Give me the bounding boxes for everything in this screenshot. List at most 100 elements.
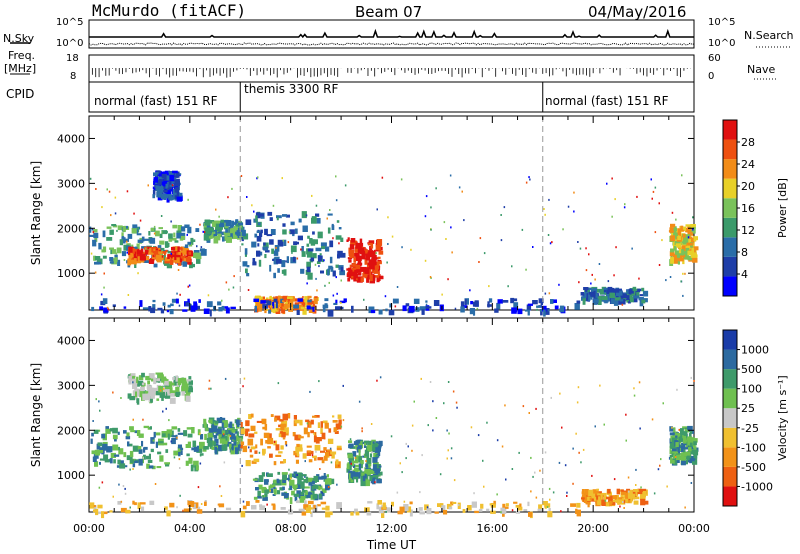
data-cell <box>353 460 359 464</box>
data-cell <box>284 302 289 305</box>
sparse-echo <box>159 389 162 392</box>
sparse-echo <box>165 407 167 410</box>
data-cell <box>218 307 223 312</box>
sparse-echo <box>363 298 365 301</box>
data-cell <box>170 393 175 397</box>
data-cell <box>300 491 304 496</box>
data-cell <box>612 499 618 503</box>
data-cell <box>265 300 270 303</box>
data-cell <box>256 302 262 307</box>
data-cell <box>175 386 180 392</box>
data-cell <box>143 454 146 460</box>
data-cell <box>608 289 613 294</box>
data-cell <box>254 450 258 454</box>
sparse-echo <box>591 273 593 276</box>
sparse-echo <box>405 457 407 460</box>
data-cell <box>102 230 106 238</box>
colorbar-tick-label: 24 <box>741 158 755 171</box>
data-cell <box>269 297 275 300</box>
data-cell <box>609 500 612 507</box>
data-cell <box>630 489 633 496</box>
data-cell <box>678 257 684 262</box>
data-cell <box>671 458 675 461</box>
sparse-echo <box>463 219 465 222</box>
data-cell <box>269 239 274 245</box>
data-cell <box>301 246 304 253</box>
data-cell <box>269 217 273 221</box>
data-cell <box>350 511 354 516</box>
sparse-echo <box>623 206 626 209</box>
data-cell <box>351 267 356 272</box>
sparse-echo <box>548 198 550 201</box>
data-cell <box>307 298 310 301</box>
data-cell <box>260 298 267 301</box>
data-cell <box>353 257 357 263</box>
data-cell <box>614 297 621 301</box>
data-cell <box>251 505 257 510</box>
data-cell <box>282 295 289 300</box>
data-cell <box>138 449 143 454</box>
data-cell <box>173 232 176 238</box>
data-cell <box>163 177 168 181</box>
sparse-echo <box>559 392 561 395</box>
data-cell <box>675 442 679 448</box>
sparse-echo <box>458 504 460 507</box>
data-cell <box>242 505 247 510</box>
sparse-echo <box>564 464 567 467</box>
data-cell <box>617 499 623 505</box>
data-cell <box>238 225 244 232</box>
data-cell <box>193 460 199 468</box>
data-cell <box>329 240 334 248</box>
data-cell <box>269 484 276 489</box>
data-cell <box>152 299 156 303</box>
data-cell <box>693 455 698 459</box>
data-cell <box>139 502 146 505</box>
data-cell <box>601 499 606 506</box>
sparse-echo <box>133 212 135 215</box>
data-cell <box>255 295 260 300</box>
data-cell <box>222 427 225 431</box>
data-cell <box>371 250 376 255</box>
data-cell <box>527 501 530 507</box>
data-cell <box>286 256 289 264</box>
data-cell <box>131 227 137 234</box>
data-cell <box>368 259 373 266</box>
sparse-echo <box>507 285 509 288</box>
data-cell <box>192 252 199 258</box>
sparse-echo <box>403 500 406 503</box>
data-cell <box>353 270 358 275</box>
data-cell <box>184 224 190 228</box>
data-cell <box>158 251 163 254</box>
sparse-echo <box>145 247 147 250</box>
data-cell <box>183 508 190 512</box>
sparse-echo <box>419 491 421 494</box>
data-cell <box>151 465 156 470</box>
data-cell <box>103 511 108 515</box>
data-cell <box>130 252 134 258</box>
data-cell <box>608 496 612 503</box>
data-cell <box>689 237 694 245</box>
data-cell <box>293 256 296 262</box>
data-cell <box>310 419 314 425</box>
sparse-echo <box>639 427 641 430</box>
sparse-echo <box>518 451 520 454</box>
sparse-echo <box>657 468 660 471</box>
colorbar-tick-label: -25 <box>741 422 759 435</box>
data-cell <box>141 246 146 249</box>
data-cell <box>683 431 688 436</box>
data-cell <box>166 196 170 203</box>
data-cell <box>360 479 366 487</box>
sparse-echo <box>285 260 287 263</box>
data-cell <box>364 267 370 274</box>
y-axis-label: Slant Range [km] <box>29 161 43 265</box>
colorbar-swatch <box>723 330 737 350</box>
data-cell <box>242 445 248 453</box>
sparse-echo <box>577 241 579 243</box>
sparse-echo <box>633 394 636 397</box>
data-cell <box>272 301 275 309</box>
sparse-echo <box>126 251 128 254</box>
data-cell <box>348 444 354 449</box>
data-cell <box>312 307 315 312</box>
sparse-echo <box>92 420 94 422</box>
data-cell <box>282 413 288 421</box>
